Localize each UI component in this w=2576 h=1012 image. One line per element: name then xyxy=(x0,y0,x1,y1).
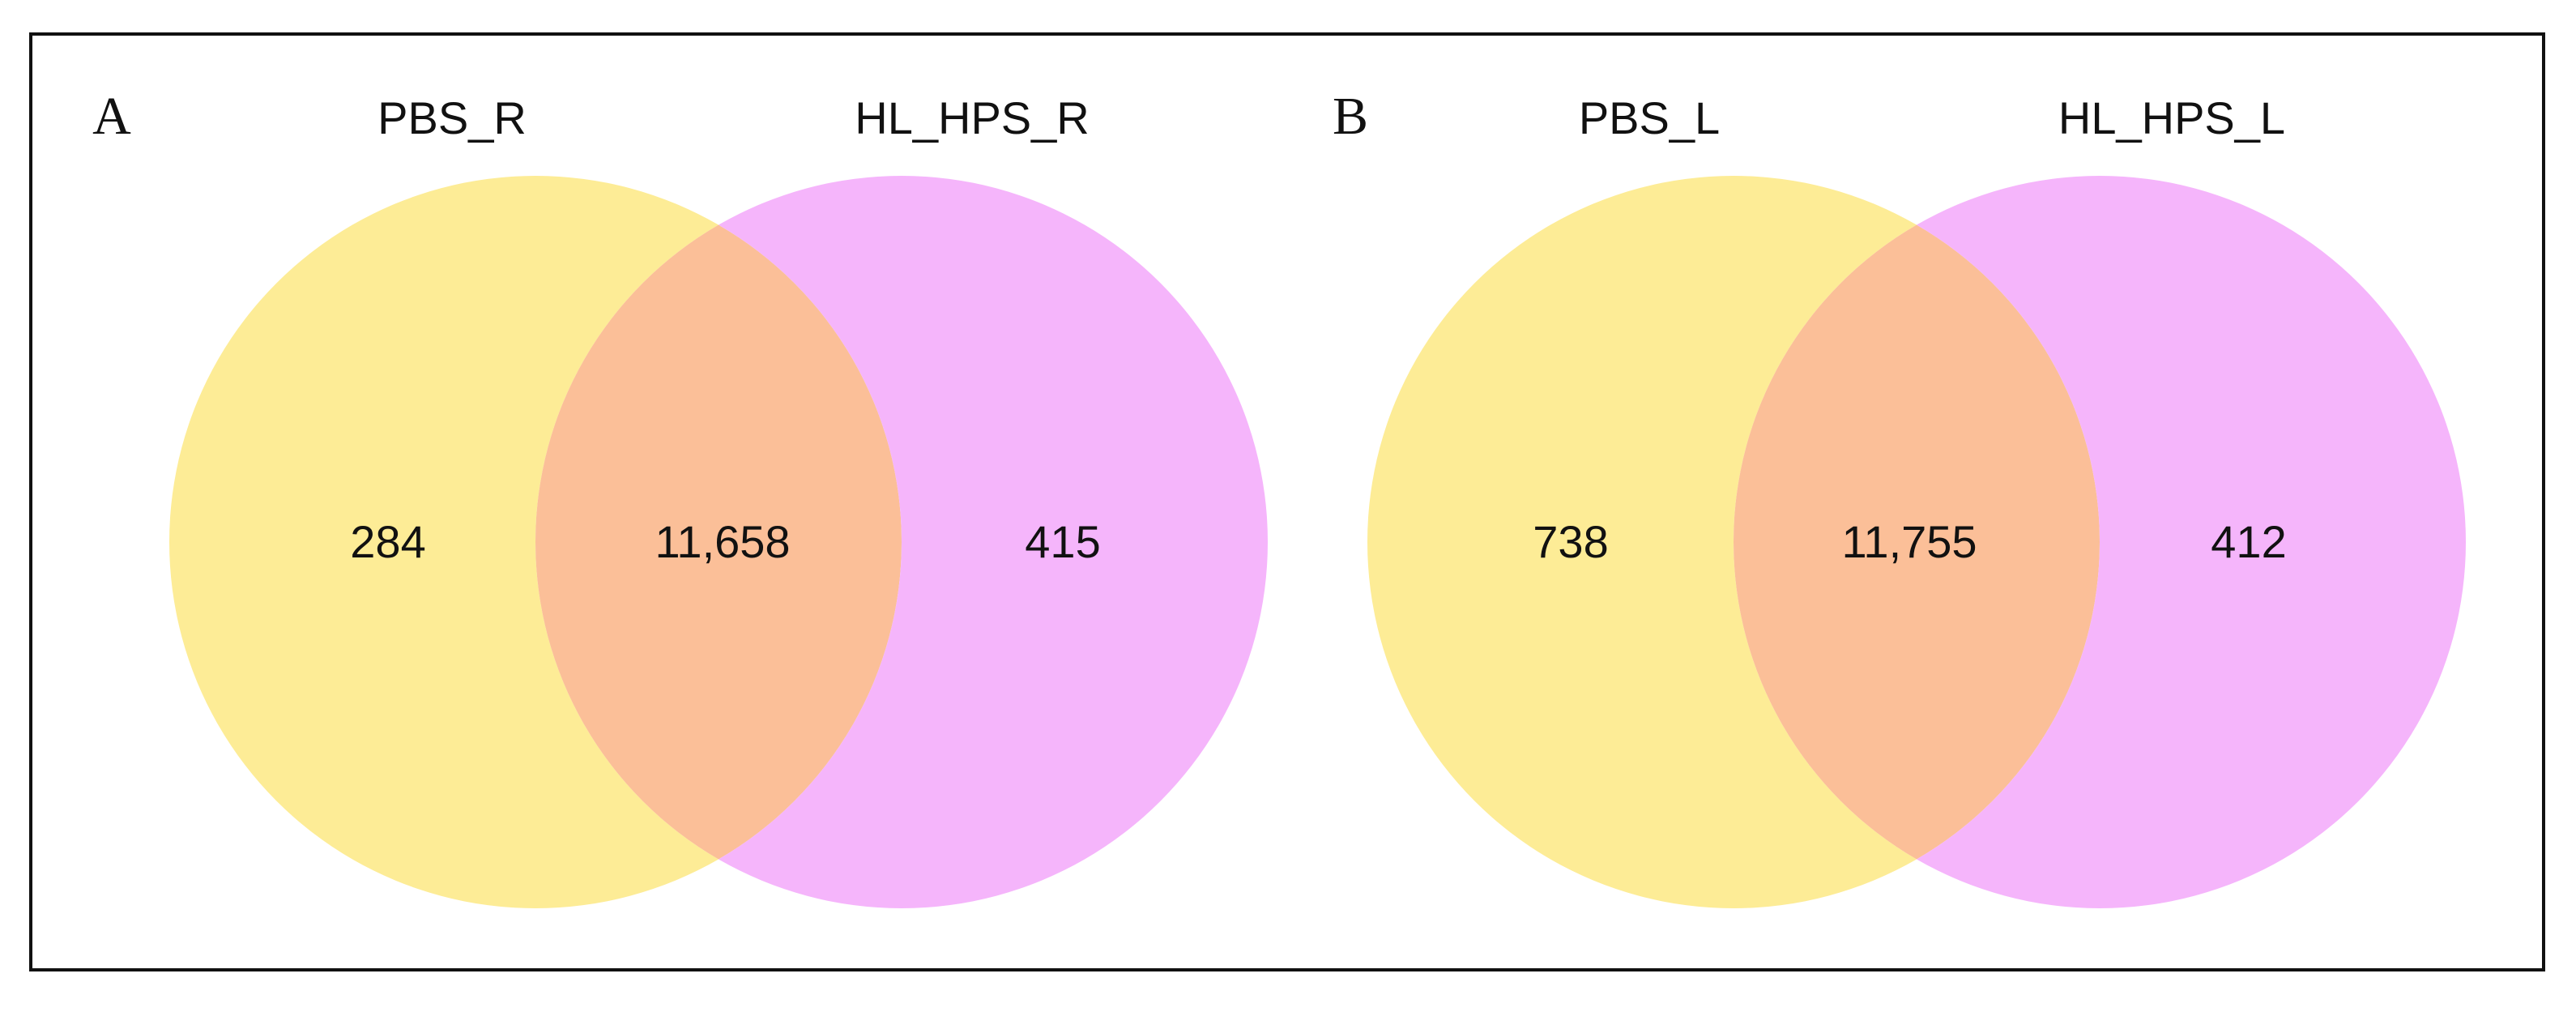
value-label: 412 xyxy=(2211,516,2286,567)
value-label: 11,755 xyxy=(1841,516,1977,567)
value-label: 11,658 xyxy=(655,516,790,567)
region-right xyxy=(719,175,1268,909)
set-label: PBS_L xyxy=(1579,92,1720,143)
region-right xyxy=(1917,175,2466,909)
set-label: HL_HPS_L xyxy=(2058,92,2285,143)
region-overlap xyxy=(535,224,902,860)
value-label: 415 xyxy=(1025,516,1100,567)
value-label: 738 xyxy=(1533,516,1608,567)
set-label: PBS_R xyxy=(377,92,527,143)
value-label: 284 xyxy=(350,516,425,567)
panel-label: A xyxy=(92,87,131,146)
panel-label: B xyxy=(1333,87,1368,146)
region-left xyxy=(1367,175,1917,908)
region-overlap xyxy=(1734,224,2100,860)
set-label: HL_HPS_R xyxy=(855,92,1089,143)
region-left xyxy=(168,175,719,908)
